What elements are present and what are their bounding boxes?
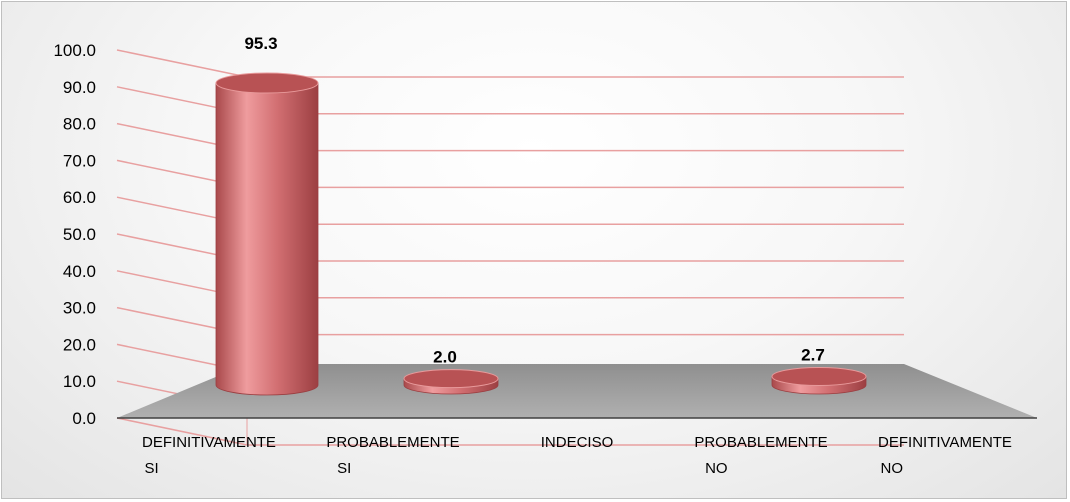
y-tick-label: 60.0 — [63, 188, 96, 207]
x-category-label: PROBABLEMENTE — [694, 434, 827, 451]
x-category-label: DEFINITIVAMENTE — [142, 434, 276, 451]
x-category-label: INDECISO — [541, 434, 614, 451]
x-category-label: SI — [145, 460, 159, 477]
y-tick-label: 0.0 — [72, 409, 96, 428]
x-category-label: NO — [705, 460, 728, 477]
y-tick-label: 40.0 — [63, 262, 96, 281]
y-tick-label: 50.0 — [63, 225, 96, 244]
y-tick-label: 80.0 — [63, 115, 96, 134]
data-label: 2.7 — [801, 345, 825, 364]
data-label: 95.3 — [244, 34, 277, 53]
y-tick-label: 30.0 — [63, 299, 96, 318]
y-tick-label: 10.0 — [63, 372, 96, 391]
bar — [215, 72, 319, 396]
y-tick-label: 20.0 — [63, 335, 96, 354]
x-category-label: SI — [337, 460, 351, 477]
y-tick-label: 100.0 — [53, 41, 96, 60]
x-category-label: DEFINITIVAMENTE — [878, 434, 1012, 451]
y-tick-label: 90.0 — [63, 78, 96, 97]
y-tick-label: 70.0 — [63, 151, 96, 170]
gridline-side — [116, 49, 248, 78]
bar — [403, 369, 499, 395]
x-category-label: PROBABLEMENTE — [326, 434, 459, 451]
bar — [771, 366, 867, 395]
gridline-side — [116, 417, 248, 446]
x-category-label: NO — [881, 460, 904, 477]
data-label: 2.0 — [433, 348, 457, 367]
